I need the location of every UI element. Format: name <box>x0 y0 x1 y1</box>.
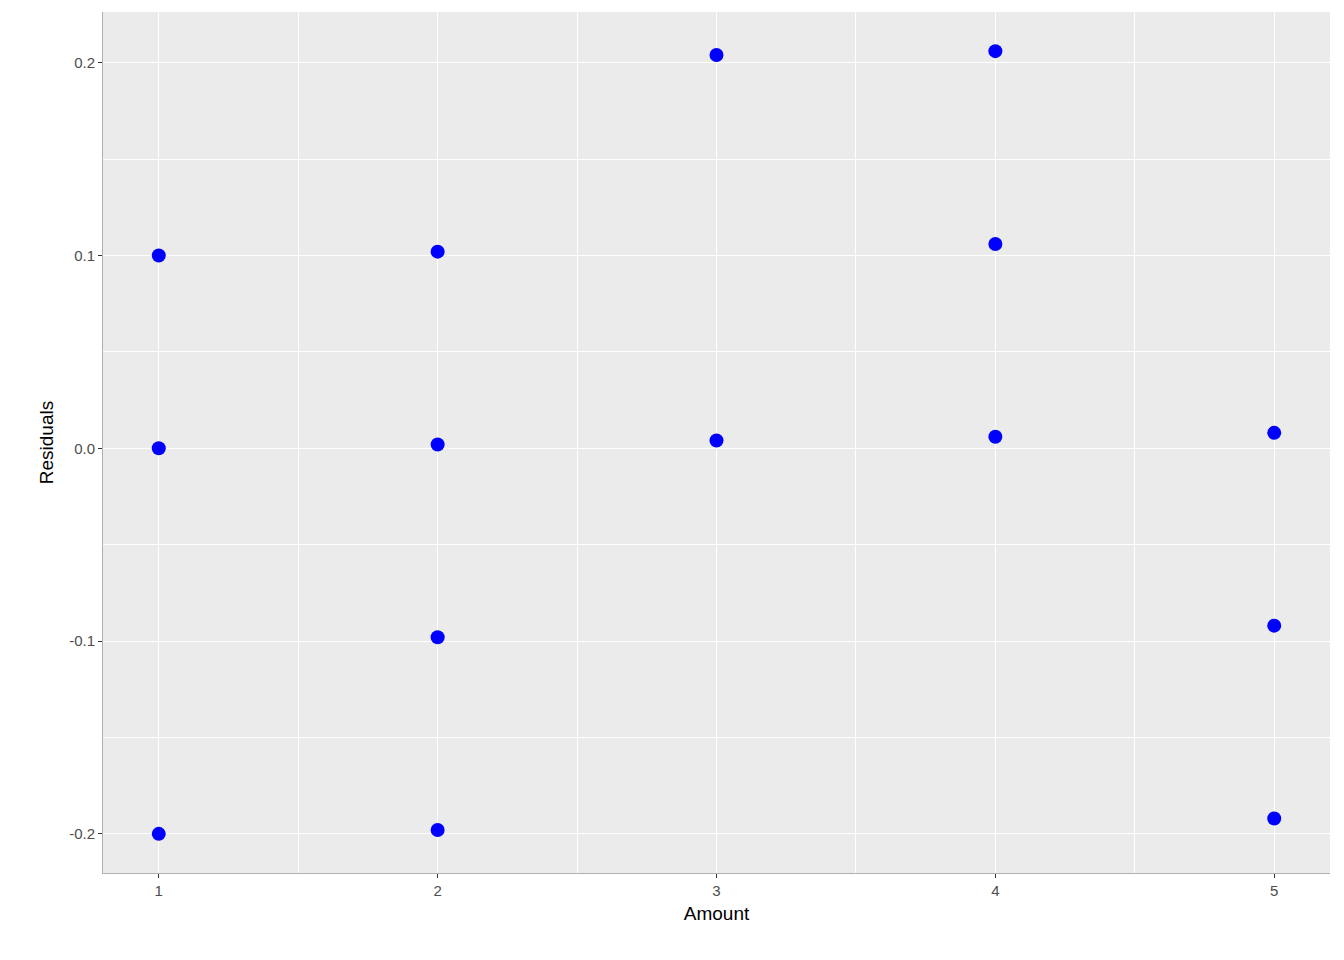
svg-text:2: 2 <box>433 882 441 899</box>
svg-text:-0.1: -0.1 <box>69 632 95 649</box>
svg-text:1: 1 <box>155 882 163 899</box>
svg-text:Amount: Amount <box>684 903 750 924</box>
svg-text:4: 4 <box>991 882 999 899</box>
svg-text:-0.2: -0.2 <box>69 825 95 842</box>
svg-text:3: 3 <box>712 882 720 899</box>
svg-text:Residuals: Residuals <box>36 401 57 484</box>
svg-text:0.2: 0.2 <box>74 54 95 71</box>
svg-text:0.1: 0.1 <box>74 247 95 264</box>
svg-text:5: 5 <box>1270 882 1278 899</box>
svg-text:0.0: 0.0 <box>74 440 95 457</box>
